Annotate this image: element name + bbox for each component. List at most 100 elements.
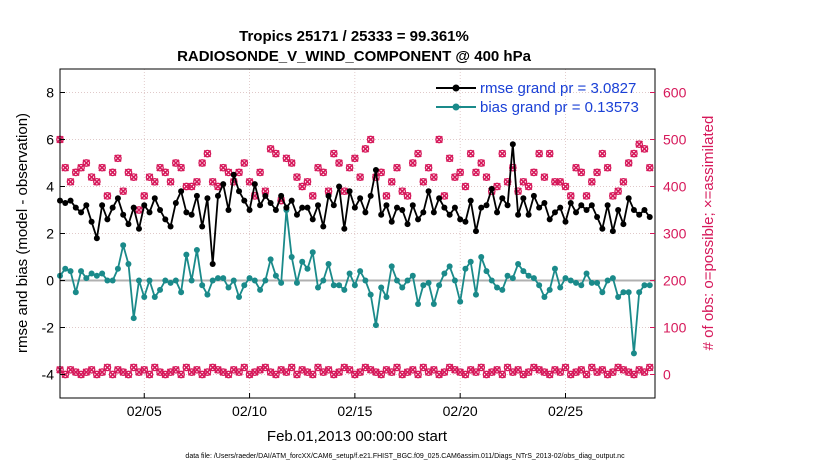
obs-possible-marker <box>345 163 354 172</box>
obs-assimilated-marker <box>224 168 233 177</box>
obs-assimilated-marker <box>640 145 649 153</box>
bias-point <box>351 282 358 289</box>
rmse-point <box>457 216 464 223</box>
obs-assimilated-marker <box>114 154 122 163</box>
obs-assimilated-marker <box>582 370 591 379</box>
rmse-point <box>135 225 142 232</box>
bias-point <box>83 275 90 282</box>
obs-possible-marker <box>319 168 328 177</box>
bias-point <box>167 279 174 286</box>
y-tick-label: 2 <box>46 226 54 242</box>
obs-possible-marker <box>398 187 407 196</box>
rmse-point <box>646 214 653 221</box>
obs-assimilated-marker <box>119 187 127 195</box>
obs-possible-marker <box>266 145 275 153</box>
rmse-point <box>372 167 379 174</box>
obs-possible-marker <box>82 159 91 167</box>
bias-point <box>357 268 364 275</box>
x-tick-label: 02/20 <box>443 403 478 419</box>
bias-point <box>472 291 479 298</box>
obs-possible-marker <box>587 177 596 186</box>
rmse-point <box>225 207 232 213</box>
rmse-point <box>204 195 211 202</box>
bias-point <box>478 254 485 260</box>
bias-point <box>241 282 248 289</box>
rmse-point <box>151 195 158 202</box>
obs-possible-marker <box>150 363 159 372</box>
rmse-point <box>157 207 164 213</box>
bias-point <box>541 293 548 300</box>
obs-possible-marker <box>356 173 364 181</box>
chart-subtitle: RADIOSONDE_V_WIND_COMPONENT @ 400 hPa <box>177 48 532 65</box>
obs-assimilated-marker <box>151 178 159 186</box>
obs-possible-marker <box>303 177 312 186</box>
obs-possible-marker <box>224 370 233 379</box>
obs-possible-marker <box>493 365 501 374</box>
bias-point <box>420 282 427 289</box>
rmse-point <box>283 204 290 211</box>
obs-possible-marker <box>566 192 575 200</box>
obs-possible-marker <box>298 182 307 191</box>
rmse-point <box>567 199 574 206</box>
obs-assimilated-marker <box>135 206 143 214</box>
obs-possible-marker <box>219 163 228 172</box>
obs-possible-marker <box>108 168 117 177</box>
bias-point <box>494 284 501 291</box>
y-tick-label: 4 <box>46 179 54 195</box>
obs-assimilated-marker <box>303 178 312 186</box>
obs-possible-marker <box>256 168 264 177</box>
obs-possible-marker <box>145 173 154 181</box>
obs-possible-marker <box>429 365 438 374</box>
bias-point <box>104 277 111 284</box>
bias-point <box>99 270 106 277</box>
obs-possible-marker <box>124 370 133 379</box>
obs-assimilated-marker <box>103 363 112 372</box>
obs-assimilated-marker <box>340 187 349 195</box>
obs-assimilated-marker <box>624 159 633 167</box>
obs-assimilated-marker <box>498 370 507 379</box>
obs-possible-marker <box>203 368 212 376</box>
rmse-point <box>462 218 469 225</box>
legend: rmse grand pr = 3.0827 bias grand pr = 0… <box>436 80 639 116</box>
y2-axis-label: # of obs: o=possible; ×=assimilated <box>700 116 717 351</box>
rmse-point <box>399 207 406 213</box>
obs-possible-marker <box>630 370 638 379</box>
bias-point <box>383 293 390 300</box>
obs-assimilated-marker <box>598 149 607 158</box>
rmse-point <box>304 204 311 211</box>
obs-possible-marker <box>645 163 654 172</box>
obs-assimilated-marker <box>377 168 385 177</box>
obs-assimilated-marker <box>235 168 243 177</box>
obs-assimilated-marker <box>335 159 343 167</box>
obs-possible-marker <box>66 177 75 186</box>
bias-point <box>78 268 85 275</box>
rmse-point <box>615 207 622 213</box>
obs-assimilated-marker <box>561 363 570 372</box>
obs-possible-marker <box>645 363 654 372</box>
obs-possible-marker <box>77 163 85 172</box>
obs-possible-marker <box>293 173 301 181</box>
bias-point <box>525 272 532 279</box>
obs-assimilated-marker <box>198 159 206 167</box>
bias-point <box>267 256 274 263</box>
bias-point <box>146 277 153 284</box>
obs-possible-marker <box>630 149 638 158</box>
bias-point <box>625 289 632 296</box>
y-axis-left: -4 -2 0 2 4 6 8 <box>42 85 65 383</box>
rmse-point <box>183 209 190 216</box>
y-tick-label: 0 <box>46 273 54 289</box>
bias-point <box>209 277 216 284</box>
bias-point <box>220 275 227 282</box>
bias-point <box>188 277 195 284</box>
obs-possible-marker <box>119 187 128 196</box>
rmse-point <box>146 209 153 216</box>
obs-possible-marker <box>477 363 486 372</box>
rmse-point <box>293 211 300 218</box>
obs-possible-marker <box>545 149 554 158</box>
rmse-point <box>393 204 400 211</box>
obs-assimilated-marker <box>256 168 264 177</box>
bias-point <box>641 282 648 289</box>
rmse-point <box>272 207 279 213</box>
rmse-point <box>499 195 506 202</box>
rmse-point <box>609 228 616 235</box>
